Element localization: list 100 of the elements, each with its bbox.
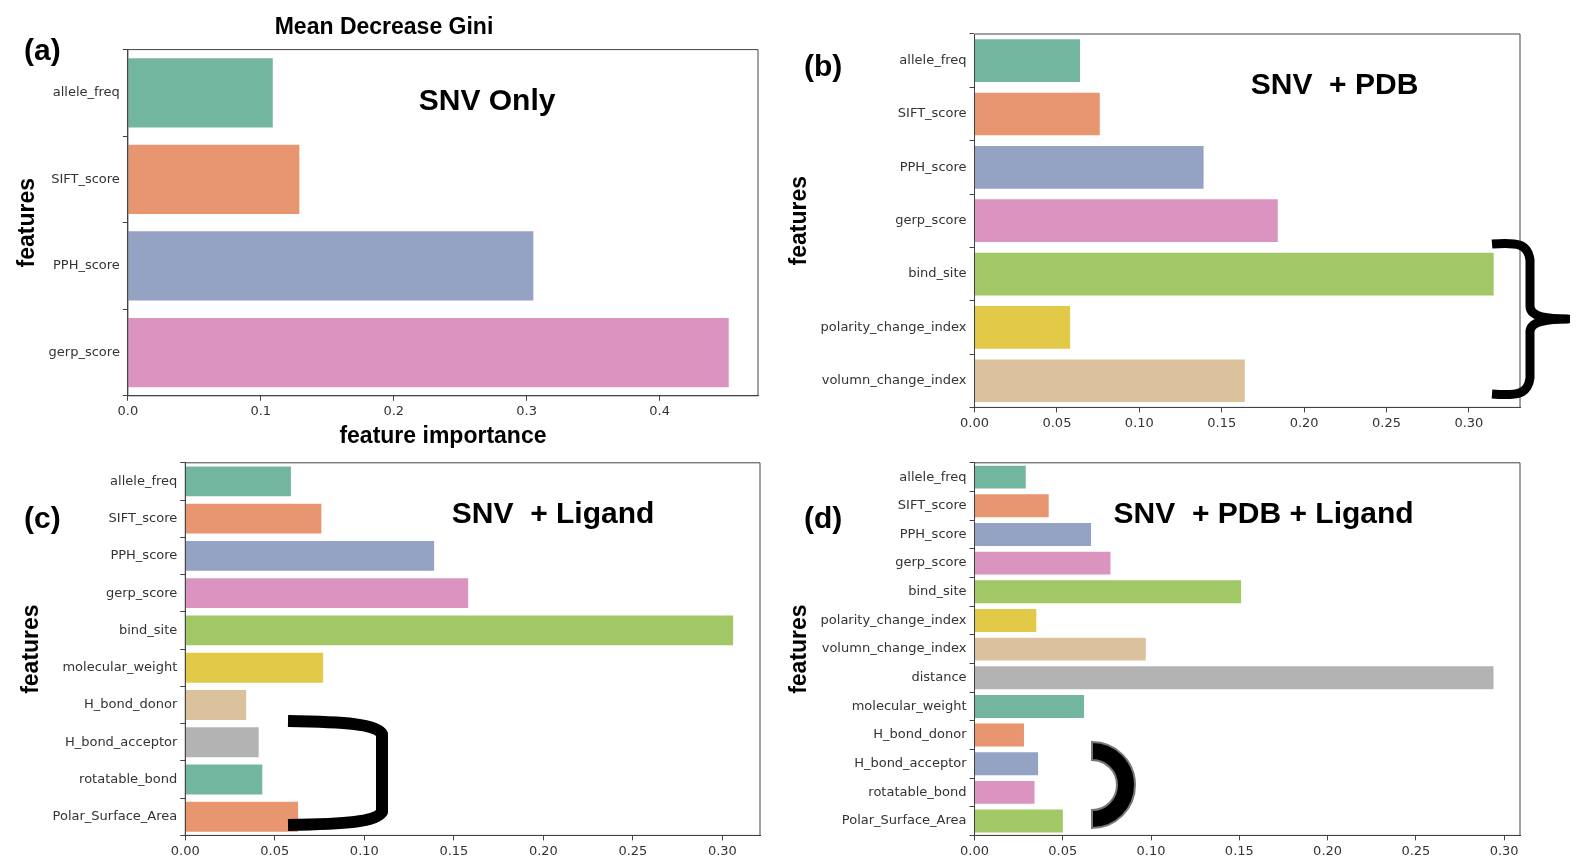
y-tick-label: polarity_change_index xyxy=(820,318,967,334)
bar xyxy=(185,503,322,534)
x-tick-label: 0.05 xyxy=(1048,842,1078,858)
y-tick-label: bind_site xyxy=(908,583,967,599)
x-tick-label: 0.10 xyxy=(1124,414,1154,430)
y-tick-label: PPH_score xyxy=(899,525,967,541)
y-tick-label: Polar_Surface_Area xyxy=(52,808,178,824)
y-tick-label: H_bond_acceptor xyxy=(854,755,968,771)
x-tick-label: 0.25 xyxy=(618,842,648,858)
y-tick-label: SIFT_score xyxy=(108,510,178,526)
bar xyxy=(975,637,1146,661)
y-axis-title: features xyxy=(785,175,812,266)
x-tick-label: 0.3 xyxy=(516,402,538,418)
y-tick-label: H_bond_donor xyxy=(873,726,968,742)
text: (a) xyxy=(24,33,61,67)
bar xyxy=(975,580,1242,604)
bar xyxy=(975,522,1092,546)
y-tick-label: bind_site xyxy=(908,265,967,281)
bar xyxy=(975,146,1204,189)
y-tick-label: volumn_change_index xyxy=(821,640,967,656)
bar xyxy=(185,764,263,795)
x-tick-label: 0.00 xyxy=(960,842,990,858)
x-tick-label: 0.2 xyxy=(383,402,405,418)
y-tick-label: allele_freq xyxy=(899,52,967,68)
y-tick-label: allele_freq xyxy=(52,84,120,100)
y-tick-label: SIFT_score xyxy=(51,170,120,186)
y-tick-label: PPH_score xyxy=(899,158,967,174)
annotation: SNV + PDB + Ligand xyxy=(1113,496,1414,530)
y-tick-label: gerp_score xyxy=(895,554,967,570)
x-tick-label: 0.15 xyxy=(1224,842,1254,858)
y-tick-label: gerp_score xyxy=(106,584,178,600)
y-tick-label: SIFT_score xyxy=(897,497,967,513)
y-tick-label: distance xyxy=(911,669,967,685)
y-tick-label: molecular_weight xyxy=(851,697,967,713)
bar xyxy=(975,92,1100,136)
bar xyxy=(975,359,1245,403)
bar xyxy=(975,252,1494,296)
bar xyxy=(185,615,734,646)
y-axis-title: features xyxy=(785,604,812,694)
x-tick-label: 0.00 xyxy=(170,842,200,858)
bar xyxy=(975,494,1049,518)
y-axis-title: features xyxy=(17,604,44,694)
bar xyxy=(975,608,1037,632)
bar xyxy=(975,809,1063,833)
y-axis-title: features xyxy=(13,177,40,268)
y-tick-label: Polar_Surface_Area xyxy=(841,812,967,828)
y-tick-label: rotatable_bond xyxy=(868,783,967,799)
bar xyxy=(975,723,1024,747)
x-tick-label: 0.15 xyxy=(1207,414,1237,430)
x-tick-label: 0.15 xyxy=(439,842,469,858)
y-tick-label: H_bond_donor xyxy=(84,696,178,712)
text: (c) xyxy=(24,501,61,535)
y-tick-label: molecular_weight xyxy=(62,659,178,675)
bar xyxy=(185,578,469,609)
bar xyxy=(975,199,1278,243)
bar xyxy=(185,466,291,497)
x-tick-label: 0.20 xyxy=(1313,842,1343,858)
bar xyxy=(185,727,259,758)
x-tick-label: 0.0 xyxy=(117,402,139,418)
bar xyxy=(128,317,729,388)
bar xyxy=(185,652,324,683)
annotation: SNV + Ligand xyxy=(451,496,655,530)
x-tick-label: 0.25 xyxy=(1401,842,1431,858)
bar xyxy=(975,465,1026,489)
x-tick-label: 0.4 xyxy=(649,402,670,418)
x-tick-label: 0.30 xyxy=(1454,414,1484,430)
y-tick-label: SIFT_score xyxy=(897,105,967,121)
bar xyxy=(975,666,1494,690)
bar xyxy=(128,144,300,215)
bar xyxy=(975,306,1071,349)
bar xyxy=(185,801,299,832)
x-tick-label: 0.1 xyxy=(250,402,272,418)
annotation: SNV Only xyxy=(418,82,556,116)
text: (b) xyxy=(804,49,843,83)
y-tick-label: PPH_score xyxy=(52,257,120,273)
x-axis-title: feature importance xyxy=(339,421,547,448)
y-tick-label: bind_site xyxy=(118,621,178,637)
y-tick-label: gerp_score xyxy=(48,343,120,359)
x-tick-label: 0.10 xyxy=(349,842,379,858)
x-tick-label: 0.20 xyxy=(528,842,558,858)
y-tick-label: allele_freq xyxy=(899,468,967,484)
x-tick-label: 0.30 xyxy=(707,842,737,858)
chart-title: Mean Decrease Gini xyxy=(274,13,494,40)
x-tick-label: 0.10 xyxy=(1136,842,1166,858)
y-tick-label: gerp_score xyxy=(895,212,967,228)
x-tick-label: 0.25 xyxy=(1372,414,1401,430)
y-tick-label: H_bond_acceptor xyxy=(64,733,178,749)
y-tick-label: polarity_change_index xyxy=(820,611,967,627)
bar xyxy=(128,231,534,301)
x-tick-label: 0.30 xyxy=(1489,842,1519,858)
x-tick-label: 0.00 xyxy=(960,414,990,430)
bar xyxy=(975,694,1084,718)
bar xyxy=(128,58,273,128)
x-tick-label: 0.05 xyxy=(260,842,290,858)
bar xyxy=(185,541,435,571)
y-tick-label: rotatable_bond xyxy=(79,770,178,786)
bar xyxy=(185,690,247,720)
annotation: SNV + PDB xyxy=(1250,67,1419,101)
y-tick-label: allele_freq xyxy=(110,472,178,488)
bar xyxy=(975,780,1035,804)
